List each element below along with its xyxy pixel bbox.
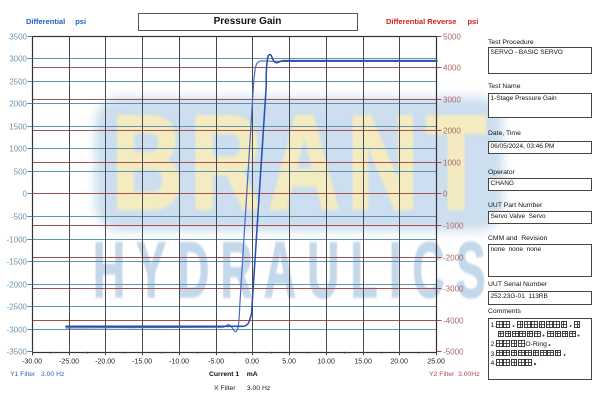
- svg-text:4000: 4000: [443, 63, 461, 72]
- svg-text:-15.00: -15.00: [132, 358, 152, 365]
- svg-text:0.00: 0.00: [245, 358, 259, 365]
- svg-text:1000: 1000: [9, 144, 27, 153]
- svg-text:-2000: -2000: [443, 253, 464, 262]
- svg-text:500: 500: [14, 167, 28, 176]
- svg-text:-3000: -3000: [443, 284, 464, 293]
- svg-text:-2500: -2500: [7, 302, 28, 311]
- svg-text:-5000: -5000: [443, 347, 464, 356]
- svg-text:-4000: -4000: [443, 316, 464, 325]
- svg-text:-20.00: -20.00: [95, 358, 115, 365]
- svg-text:-2000: -2000: [7, 280, 28, 289]
- svg-text:3000: 3000: [9, 54, 27, 63]
- svg-text:3000: 3000: [443, 95, 461, 104]
- svg-text:15.00: 15.00: [354, 358, 372, 365]
- svg-text:5.00: 5.00: [282, 358, 296, 365]
- svg-text:0: 0: [23, 189, 28, 198]
- svg-text:1500: 1500: [9, 122, 27, 131]
- svg-text:-30.00: -30.00: [22, 358, 42, 365]
- svg-text:10.00: 10.00: [317, 358, 335, 365]
- svg-text:-3000: -3000: [7, 325, 28, 334]
- svg-text:-5.00: -5.00: [208, 358, 224, 365]
- svg-text:2500: 2500: [9, 77, 27, 86]
- svg-text:20.00: 20.00: [390, 358, 408, 365]
- svg-text:-1500: -1500: [7, 257, 28, 266]
- svg-text:0: 0: [443, 189, 448, 198]
- svg-text:-1000: -1000: [7, 235, 28, 244]
- svg-text:-10.00: -10.00: [169, 358, 189, 365]
- svg-text:2000: 2000: [443, 126, 461, 135]
- svg-text:3500: 3500: [9, 32, 27, 41]
- svg-text:-1000: -1000: [443, 221, 464, 230]
- svg-text:-25.00: -25.00: [59, 358, 79, 365]
- svg-text:-500: -500: [11, 212, 28, 221]
- svg-text:2000: 2000: [9, 99, 27, 108]
- svg-text:5000: 5000: [443, 32, 461, 41]
- svg-text:1000: 1000: [443, 158, 461, 167]
- svg-text:-3500: -3500: [7, 347, 28, 356]
- svg-text:25.00: 25.00: [427, 358, 445, 365]
